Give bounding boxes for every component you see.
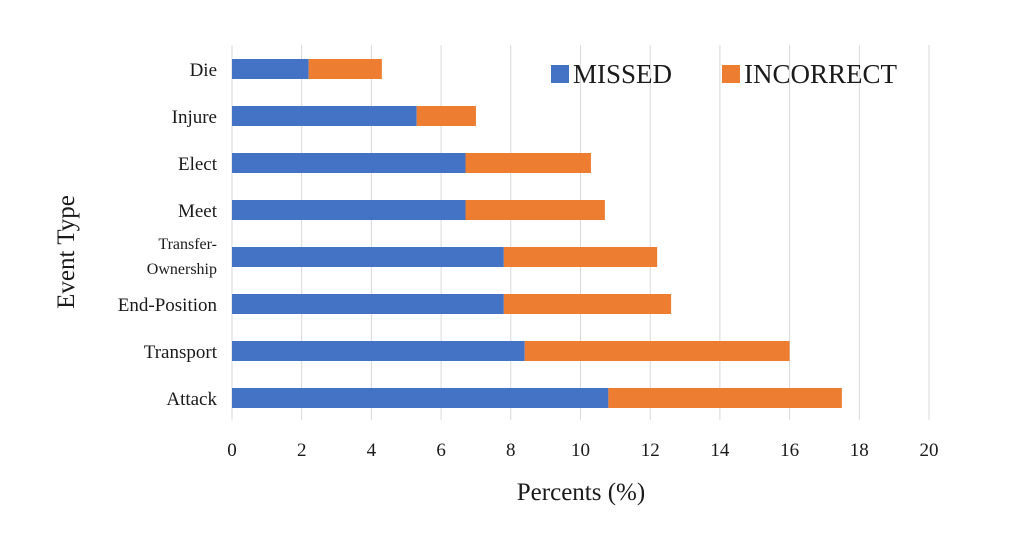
- bar-incorrect-transfer-ownership: [503, 247, 658, 267]
- bar-missed-die: [232, 59, 309, 79]
- x-tick-label: 4: [367, 440, 377, 461]
- bar-incorrect-end-position: [503, 294, 672, 314]
- x-tick-label: 2: [297, 440, 307, 461]
- category-label: Transfer-: [158, 236, 217, 253]
- x-tick-labels: 0 2 4 6 8 10 12 14 16 18 20: [227, 440, 938, 461]
- x-axis-title: Percents (%): [517, 479, 645, 506]
- category-label: Elect: [178, 154, 218, 175]
- x-tick-label: 6: [436, 440, 446, 461]
- y-axis-title: Event Type: [53, 195, 80, 309]
- bar-missed-transfer-ownership: [232, 247, 504, 267]
- category-label: End-Position: [118, 295, 218, 316]
- legend-swatch-missed: [551, 65, 569, 83]
- x-tick-label: 12: [641, 440, 660, 461]
- bar-incorrect-die: [308, 59, 382, 79]
- bar-missed-transport: [232, 341, 525, 361]
- legend-label-incorrect: INCORRECT: [744, 59, 898, 89]
- x-tick-label: 16: [780, 440, 799, 461]
- legend-label-missed: MISSED: [573, 59, 672, 89]
- bar-incorrect-meet: [465, 200, 605, 220]
- category-label: Attack: [166, 389, 217, 410]
- bar-missed-attack: [232, 388, 609, 408]
- category-label: Ownership: [147, 261, 217, 278]
- x-tick-label: 20: [920, 440, 939, 461]
- category-labels: Die Injure Elect Meet Transfer- Ownership End-…: [118, 60, 218, 410]
- legend-swatch-incorrect: [722, 65, 740, 83]
- category-label: Die: [190, 60, 217, 81]
- bars: [232, 59, 842, 408]
- bar-incorrect-attack: [608, 388, 842, 408]
- x-tick-label: 14: [710, 440, 730, 461]
- bar-incorrect-injure: [416, 106, 476, 126]
- legend: MISSED INCORRECT: [551, 59, 898, 89]
- x-tick-label: 8: [506, 440, 516, 461]
- bar-missed-meet: [232, 200, 466, 220]
- x-tick-label: 0: [227, 440, 237, 461]
- bar-missed-end-position: [232, 294, 504, 314]
- category-label: Meet: [178, 201, 218, 222]
- x-tick-label: 10: [571, 440, 590, 461]
- bar-incorrect-transport: [524, 341, 790, 361]
- gridlines: [231, 45, 930, 420]
- category-label: Transport: [144, 342, 218, 363]
- bar-missed-injure: [232, 106, 417, 126]
- x-tick-label: 18: [850, 440, 869, 461]
- bar-missed-elect: [232, 153, 466, 173]
- bar-incorrect-elect: [465, 153, 591, 173]
- category-label: Injure: [172, 107, 217, 128]
